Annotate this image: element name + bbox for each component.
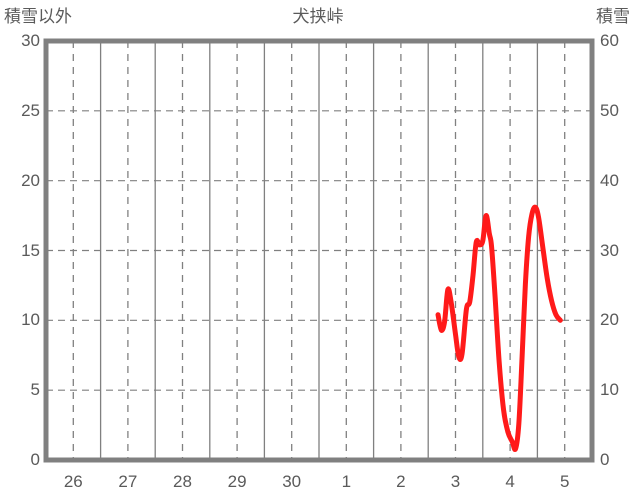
x-axis-tick: 5	[559, 472, 570, 491]
left-axis-tick: 0	[30, 450, 40, 469]
right-axis-tick: 30	[600, 240, 619, 260]
chart-title: 犬挟峠	[292, 7, 344, 26]
x-axis-tick: 2	[396, 472, 406, 491]
right-axis-tick: 10	[600, 380, 619, 400]
plot-frame	[43, 38, 595, 463]
x-axis-tick: 1	[341, 472, 352, 491]
left-axis-title: 積雪以外	[4, 7, 72, 26]
left-axis-tick: 25	[21, 100, 40, 120]
right-axis-tick: 40	[600, 170, 619, 190]
right-axis-title: 積雪	[596, 7, 630, 26]
right-axis-tick: 50	[600, 100, 619, 120]
left-axis-tick: 30	[21, 31, 40, 50]
x-axis-tick: 3	[450, 472, 461, 491]
left-axis-tick: 15	[21, 240, 40, 260]
right-axis-tick: 20	[600, 310, 619, 330]
x-axis-tick: 30	[282, 472, 302, 491]
left-axis-tick: 10	[21, 310, 40, 330]
x-axis-tick: 29	[227, 472, 247, 491]
x-axis-tick: 26	[63, 472, 83, 491]
axis-frame	[43, 38, 595, 463]
right-axis-tick: 0	[600, 450, 610, 469]
x-axis-tick: 28	[173, 472, 192, 491]
left-axis-tick: 5	[30, 380, 40, 400]
x-axis-tick: 27	[118, 472, 138, 491]
data-series-layer	[435, 204, 563, 453]
grid-layer	[46, 41, 592, 460]
right-axis-tick: 60	[600, 31, 619, 50]
left-axis-tick: 20	[21, 170, 40, 190]
x-axis-tick: 4	[505, 472, 515, 491]
series-line-0	[435, 204, 563, 453]
